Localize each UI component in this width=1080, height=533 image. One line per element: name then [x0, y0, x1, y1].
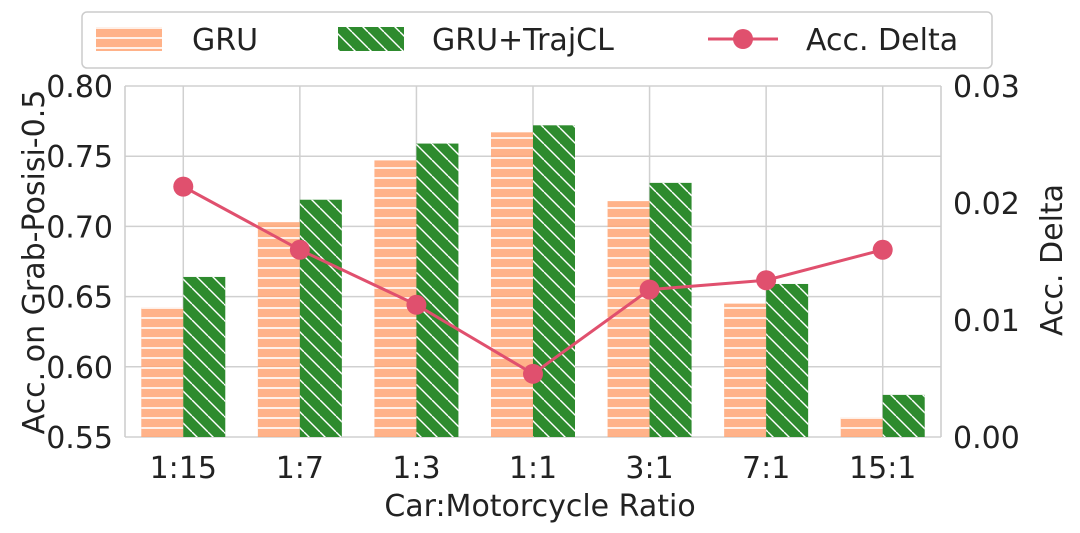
- y-tick-label: 0.80: [46, 70, 113, 105]
- y-right-tick-label: 0.03: [953, 70, 1020, 105]
- axes: 0.55 0.60 0.65 0.70 0.75 0.80 0.00 0.01 0.02 0.03…: [46, 70, 1020, 486]
- bar-trajcl-hatch: [882, 394, 925, 437]
- legend-swatch-delta-marker: [733, 29, 753, 49]
- y-tick-label: 0.65: [46, 281, 113, 316]
- bar-gru-hatch: [257, 222, 300, 437]
- delta-point: [756, 270, 777, 291]
- bar-trajcl-hatch: [299, 199, 342, 437]
- x-tick-label: 1:15: [150, 451, 217, 486]
- delta-point: [872, 239, 893, 260]
- legend-label-gru: GRU: [192, 23, 258, 58]
- bar-gru-hatch: [141, 307, 184, 437]
- bars: [141, 125, 925, 438]
- x-axis-title: Car:Motorcycle Ratio: [384, 489, 695, 524]
- y-axis-right-title: Acc. Delta: [1035, 184, 1070, 336]
- bar-trajcl-hatch: [416, 143, 459, 437]
- legend-label-delta: Acc. Delta: [806, 23, 958, 58]
- legend-swatch-gru-hatch: [96, 27, 162, 51]
- delta-point: [289, 239, 310, 260]
- y-right-tick-label: 0.01: [953, 304, 1020, 339]
- y-axis-title: Acc. on Grab-Posisi-0.5: [17, 90, 52, 435]
- x-tick-label: 1:7: [276, 451, 324, 486]
- y-tick-label: 0.60: [46, 351, 113, 386]
- bar-trajcl-hatch: [649, 182, 692, 437]
- delta-point: [173, 176, 194, 197]
- delta-point: [523, 363, 543, 384]
- x-tick-label: 1:1: [509, 451, 557, 486]
- x-tick-label: 7:1: [742, 451, 790, 486]
- x-tick-label: 3:1: [625, 451, 673, 486]
- x-tick-label: 15:1: [849, 451, 916, 486]
- delta-point: [639, 279, 660, 300]
- y-tick-label: 0.70: [46, 210, 113, 245]
- delta-line: [173, 176, 893, 384]
- bar-gru-hatch: [840, 417, 883, 437]
- x-tick-label: 1:3: [392, 451, 440, 486]
- bar-gru-hatch: [607, 201, 650, 437]
- bar-trajcl-hatch: [766, 283, 809, 437]
- y-tick-label: 0.75: [46, 140, 113, 175]
- bar-gru-hatch: [491, 132, 533, 437]
- bar-gru-hatch: [724, 303, 767, 437]
- bar-trajcl-hatch: [183, 276, 226, 437]
- delta-point: [406, 294, 427, 315]
- legend-frame: [81, 11, 993, 69]
- y-tick-label: 0.55: [46, 421, 113, 456]
- legend: GRU GRU+TrajCL Acc. Delta: [81, 11, 993, 69]
- y-right-tick-label: 0.02: [953, 187, 1020, 222]
- legend-label-trajcl: GRU+TrajCL: [432, 23, 614, 58]
- bar-trajcl-hatch: [533, 125, 575, 437]
- y-right-tick-label: 0.00: [953, 421, 1020, 456]
- legend-swatch-trajcl-hatch: [338, 27, 404, 51]
